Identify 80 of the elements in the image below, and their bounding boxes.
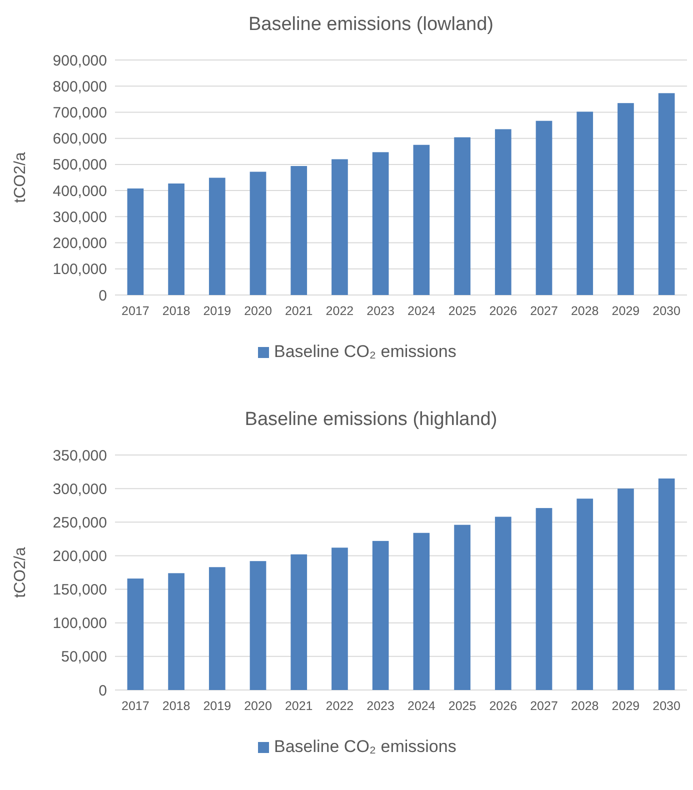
y-tick-label: 0	[98, 682, 107, 700]
bar	[618, 103, 634, 295]
y-tick-label: 300,000	[52, 208, 107, 226]
x-tick-label: 2017	[122, 304, 150, 318]
x-tick-label: 2018	[162, 304, 190, 318]
bar	[250, 172, 266, 295]
y-tick-label: 400,000	[52, 182, 107, 200]
bar	[168, 184, 184, 295]
y-tick-label: 100,000	[52, 615, 107, 632]
y-tick-label: 300,000	[52, 480, 107, 498]
x-tick-label: 2020	[244, 699, 272, 713]
y-tick-label: 600,000	[52, 130, 107, 148]
x-tick-label: 2021	[284, 699, 313, 713]
y-axis-title: tCO2/a	[12, 152, 29, 203]
chart-title: Baseline emissions (lowland)	[248, 14, 494, 35]
x-tick-label: 2017	[122, 699, 150, 713]
x-tick-label: 2019	[203, 699, 232, 713]
legend-label: Baseline CO₂ emissions	[274, 737, 456, 756]
bar	[168, 573, 184, 690]
y-tick-label: 250,000	[52, 514, 107, 532]
x-tick-label: 2027	[530, 699, 558, 713]
x-tick-label: 2030	[652, 304, 681, 318]
x-tick-label: 2026	[489, 304, 518, 318]
bar	[127, 578, 144, 690]
y-tick-label: 100,000	[52, 261, 107, 278]
x-tick-label: 2028	[570, 304, 599, 318]
x-tick-label: 2024	[408, 304, 436, 318]
bar	[454, 137, 470, 295]
chart-title: Baseline emissions (highland)	[244, 409, 498, 430]
bar	[290, 554, 308, 690]
bar	[208, 567, 226, 690]
bar	[413, 532, 430, 690]
y-tick-label: 150,000	[52, 582, 107, 599]
bar	[250, 561, 266, 690]
x-tick-label: 2027	[530, 304, 558, 318]
y-tick-label: 0	[98, 287, 107, 304]
y-tick-label: 800,000	[52, 78, 107, 96]
y-tick-label: 500,000	[52, 156, 107, 174]
bar	[208, 178, 226, 295]
bar	[576, 498, 594, 690]
x-tick-label: 2026	[489, 699, 518, 713]
bar	[494, 516, 512, 690]
y-tick-label: 350,000	[52, 447, 107, 464]
y-tick-label: 200,000	[52, 548, 107, 565]
x-tick-label: 2025	[448, 304, 476, 318]
x-tick-label: 2020	[244, 304, 272, 318]
bar	[454, 524, 470, 690]
x-tick-label: 2029	[612, 304, 640, 318]
x-tick-label: 2022	[326, 304, 354, 318]
y-tick-label: 50,000	[61, 648, 107, 666]
bar	[576, 112, 594, 295]
x-tick-label: 2028	[570, 699, 599, 713]
x-tick-label: 2023	[366, 699, 395, 713]
y-tick-label: 900,000	[52, 52, 107, 70]
bar	[372, 540, 389, 690]
bar	[127, 188, 144, 295]
bar	[372, 152, 389, 295]
bar	[658, 93, 675, 295]
y-tick-label: 200,000	[52, 235, 107, 252]
x-tick-label: 2022	[326, 699, 354, 713]
bar	[618, 488, 634, 690]
bar	[536, 508, 552, 690]
x-tick-label: 2025	[448, 699, 476, 713]
x-tick-label: 2018	[162, 699, 190, 713]
x-tick-label: 2024	[408, 699, 436, 713]
x-tick-label: 2029	[612, 699, 640, 713]
x-tick-label: 2019	[203, 304, 232, 318]
y-tick-label: 700,000	[52, 104, 107, 122]
bar	[658, 478, 675, 690]
bar	[290, 166, 308, 295]
x-tick-label: 2030	[652, 699, 681, 713]
bar	[332, 159, 348, 295]
x-tick-label: 2023	[366, 304, 395, 318]
bar	[332, 548, 348, 690]
bar	[494, 129, 512, 295]
bar	[536, 120, 552, 295]
bar	[413, 144, 430, 295]
y-axis-title: tCO2/a	[12, 547, 29, 598]
x-tick-label: 2021	[284, 304, 313, 318]
legend-label: Baseline CO₂ emissions	[274, 342, 456, 361]
